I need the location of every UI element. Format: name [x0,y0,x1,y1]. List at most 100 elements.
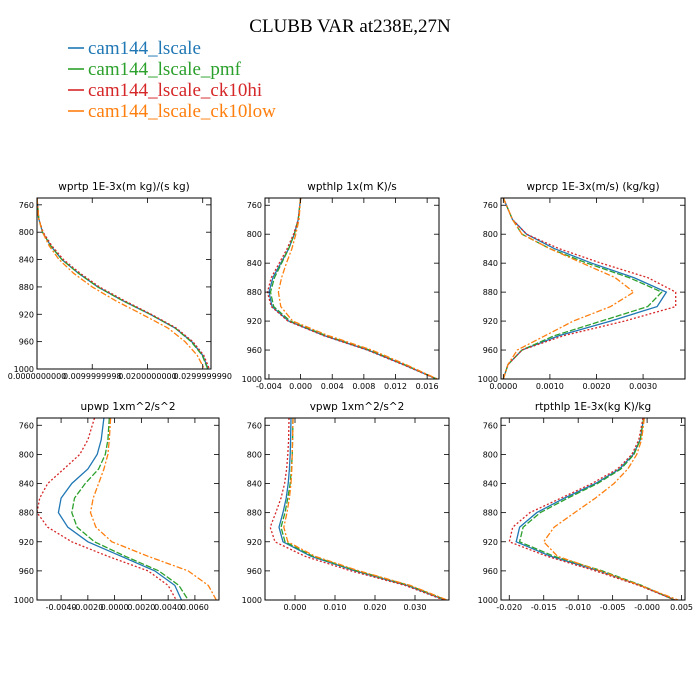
y-tick-label: 960 [483,346,498,355]
panel-title: wprcp 1E-3x(m/s) (kg/kg) [526,181,659,193]
line-lscale-ck10hi [508,418,675,600]
x-tick-label: 0.016 [416,382,439,391]
x-tick-label: -0.010 [565,603,591,612]
panel-title: upwp 1xm^2/s^2 [81,401,176,413]
x-tick-label: -0.020 [496,603,522,612]
plot-frame [500,197,686,380]
panel-6: rtpthlp 1E-3x(kg K)/kg 760 800 840 880 920 960… [478,401,693,612]
y-tick-label: 840 [483,480,498,489]
y-tick-label: 920 [19,538,34,547]
y-tick-label: 880 [483,288,498,297]
x-tick-label: -0.0040 [46,603,77,612]
x-tick-label: 0.0000000000 [8,372,67,381]
y-tick-label: 840 [19,480,34,489]
x-tick-label: 0.0030 [629,382,657,391]
x-tick-label: 0.0010 [536,382,564,391]
line-lscale-ck10hi [266,198,437,379]
line-lscale-ck10hi [37,198,210,369]
x-tick-label: 0.0299999990 [173,372,232,381]
y-tick-label: 800 [19,228,34,237]
line-lscale-ck10hi [269,418,445,600]
panel-5: vpwp 1xm^2/s^2 760 800 840 880 920 960 1000 0.00… [242,401,450,612]
panel-4: upwp 1xm^2/s^2 760 800 840 880 920 960 1000 -0.0… [14,401,220,612]
panels: wprtp 1E-3x(m kg)/(s kg) 760 800 840 880 920 9… [8,181,693,612]
x-tick-label: 0.000 [284,603,307,612]
legend-label: cam144_lscale [88,38,201,59]
y-tick-label: 880 [247,509,262,518]
legend-label: cam144_lscale_pmf [88,59,242,80]
y-tick-label: 800 [483,230,498,239]
y-tick-label: 960 [483,567,498,576]
legend-label: cam144_lscale_ck10hi [88,80,262,101]
x-tick-label: 0.008 [352,382,375,391]
x-tick-label: 0.010 [324,603,347,612]
x-tick-label: 0.005 [670,603,693,612]
y-tick-label: 880 [19,509,34,518]
line-lscale-pmf [269,198,437,379]
x-tick-label: 0.020 [364,603,387,612]
y-tick-label: 960 [19,338,34,347]
y-tick-label: 880 [483,509,498,518]
y-tick-label: 1000 [242,375,262,384]
y-tick-label: 760 [19,201,34,210]
x-tick-label: -0.0020 [72,603,103,612]
legend-label: cam144_lscale_ck10low [88,101,276,122]
panel-1: wprtp 1E-3x(m kg)/(s kg) 760 800 840 880 920 9… [8,181,232,381]
y-tick-label: 840 [483,259,498,268]
plot-frame [36,197,212,370]
y-tick-label: 1000 [478,375,498,384]
y-tick-label: 800 [247,230,262,239]
x-tick-label: 0.000 [289,382,312,391]
line-lscale [57,418,183,600]
line-lscale-ck10low [542,418,679,600]
panel-title: rtpthlp 1E-3x(kg K)/kg [535,401,651,413]
line-lscale-pmf [37,198,209,369]
x-tick-label: 0.0200000000 [118,372,177,381]
line-lscale-pmf [518,418,675,600]
y-tick-label: 920 [247,538,262,547]
x-tick-label: 0.012 [384,382,407,391]
legend: cam144_lscalecam144_lscale_pmfcam144_lsc… [68,38,276,122]
line-lscale-ck10low [89,418,217,600]
y-tick-label: 880 [247,288,262,297]
panel-title: wpthlp 1x(m K)/s [307,181,397,193]
line-lscale-ck10low [502,198,635,379]
y-tick-label: 1000 [14,596,34,605]
y-tick-label: 920 [483,538,498,547]
series-group [502,198,677,379]
line-lscale-pmf [71,418,189,600]
y-tick-label: 760 [19,421,34,430]
y-tick-label: 800 [247,450,262,459]
panel-2: wpthlp 1x(m K)/s 760 800 840 880 920 960 1000-0… [242,181,440,391]
series-group [37,418,217,600]
series-group [266,198,438,379]
x-tick-label: -0.015 [531,603,557,612]
y-tick-label: 800 [19,450,34,459]
y-tick-label: 920 [483,317,498,326]
y-tick-label: 1000 [14,365,34,374]
x-tick-label: -0.004 [256,382,282,391]
plot-frame [500,417,686,601]
y-tick-label: 760 [247,201,262,210]
figure-title: CLUBB VAR at238E,27N [249,16,451,37]
panel-3: wprcp 1E-3x(m/s) (kg/kg) 760 800 840 880 920 9… [478,181,686,391]
line-lscale [268,198,437,379]
line-lscale-ck10low [277,198,438,379]
series-group [269,418,448,600]
line-lscale [37,198,209,369]
y-tick-label: 920 [247,317,262,326]
x-tick-label: 0.0040 [154,603,182,612]
y-tick-label: 960 [19,567,34,576]
line-lscale-pmf [502,198,663,379]
x-tick-label: 0.0020 [582,382,610,391]
y-tick-label: 960 [247,567,262,576]
x-tick-label: 0.0000 [101,603,129,612]
y-tick-label: 800 [483,450,498,459]
x-tick-label: 0.030 [404,603,427,612]
y-tick-label: 960 [247,346,262,355]
line-lscale-ck10low [37,198,205,369]
x-tick-label: 0.0000 [489,382,517,391]
x-tick-label: -0.000 [634,603,660,612]
line-lscale [515,418,675,600]
